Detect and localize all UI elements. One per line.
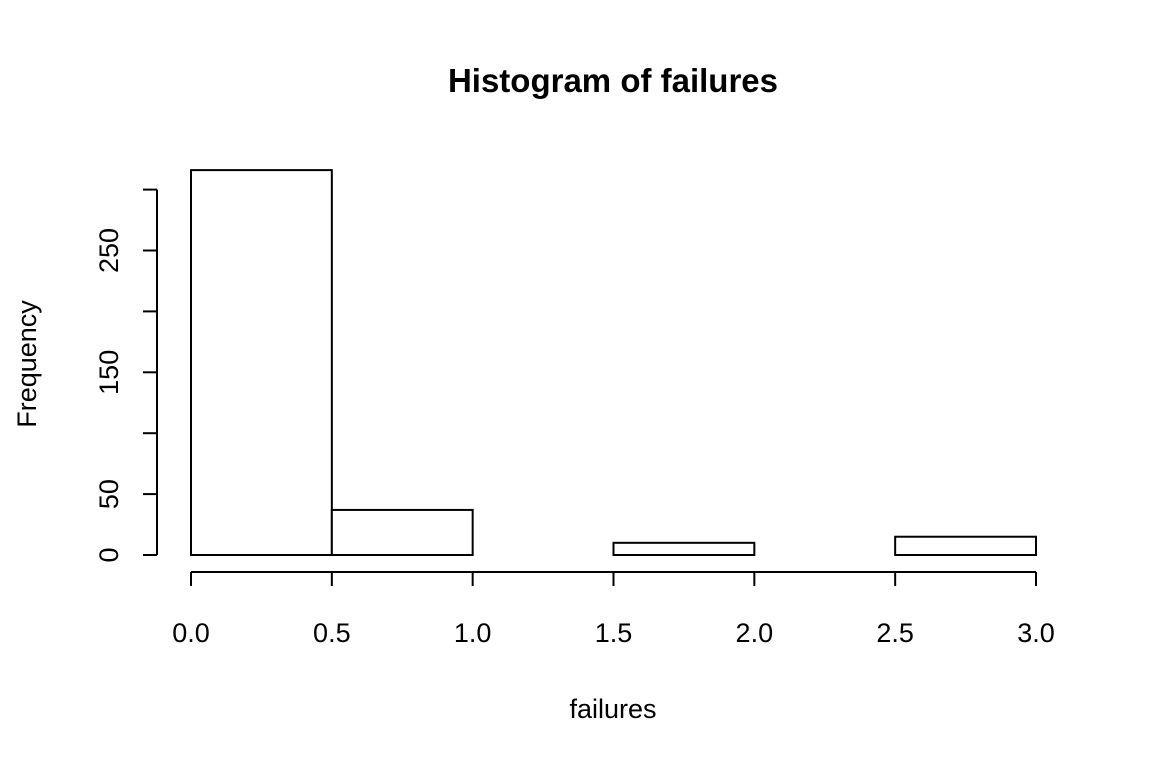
x-axis-label: failures xyxy=(569,694,656,724)
x-axis: 0.0 0.5 1.0 1.5 2.0 2.5 3.0 xyxy=(172,571,1055,648)
histogram-bar-3 xyxy=(612,541,756,557)
x-tick-label-0: 0.0 xyxy=(172,618,210,648)
x-tick-label-6: 3.0 xyxy=(1017,618,1055,648)
chart-title: Histogram of failures xyxy=(448,62,778,99)
x-tick-label-5: 2.5 xyxy=(876,618,914,648)
y-tick-label-0: 0 xyxy=(94,547,124,562)
bars-group xyxy=(190,169,1038,557)
y-axis-label: Frequency xyxy=(12,300,42,428)
x-tick-label-3: 1.5 xyxy=(595,618,633,648)
x-tick-label-4: 2.0 xyxy=(736,618,774,648)
y-tick-label-5: 250 xyxy=(94,228,124,273)
y-axis: 0 50 150 250 xyxy=(94,188,158,563)
histogram-bar-1 xyxy=(330,508,474,556)
y-tick-label-1: 50 xyxy=(94,479,124,509)
x-tick-label-2: 1.0 xyxy=(454,618,492,648)
y-tick-label-3: 150 xyxy=(94,350,124,395)
x-tick-label-1: 0.5 xyxy=(313,618,351,648)
histogram-bar-5 xyxy=(894,535,1038,556)
histogram-bar-0 xyxy=(190,169,333,556)
